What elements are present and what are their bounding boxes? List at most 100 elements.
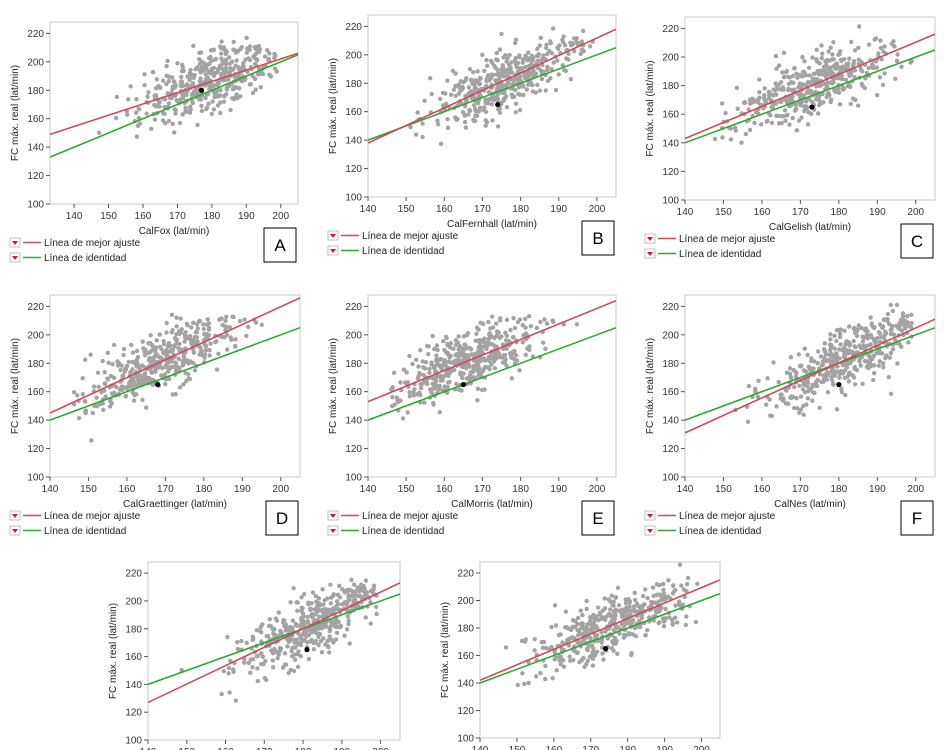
scatter-point (599, 629, 604, 635)
scatter-point (443, 362, 448, 368)
legend-dropdown-icon[interactable] (327, 245, 339, 256)
legend-dropdown-icon[interactable] (327, 510, 339, 521)
legend-dropdown-icon[interactable] (644, 248, 656, 259)
scatter-point (892, 337, 898, 343)
scatter-point (561, 664, 567, 669)
scatter-point (323, 642, 328, 647)
legend-dropdown-icon[interactable] (9, 510, 21, 521)
y-axis-label: FC máx. real (lat/min) (328, 58, 339, 154)
scatter-point (862, 328, 868, 333)
scatter-point (679, 583, 684, 588)
scatter-point (187, 70, 193, 76)
scatter-point (340, 587, 345, 592)
scatter-point (451, 367, 457, 372)
scatter-point (242, 660, 247, 665)
scatter-point (244, 50, 250, 55)
scatter-point (427, 366, 432, 372)
scatter-point (571, 48, 577, 54)
scatter-point (451, 87, 457, 93)
scatter-point (854, 333, 860, 339)
scatter-point (817, 405, 822, 411)
scatter-point (840, 370, 846, 376)
legend-dropdown-icon[interactable] (644, 233, 656, 244)
scatter-point (454, 381, 459, 387)
scatter-point (213, 339, 218, 345)
scatter-point (172, 130, 177, 135)
legend-dropdown-icon[interactable] (327, 525, 339, 536)
scatter-point (535, 53, 541, 59)
legend-dropdown-icon[interactable] (9, 237, 21, 248)
scatter-point (537, 43, 543, 48)
scatter-point (148, 341, 153, 346)
scatter-point (342, 633, 347, 638)
scatter-point (244, 640, 249, 646)
scatter-point (871, 377, 876, 383)
scatter-point (574, 322, 580, 327)
scatter-point (121, 346, 127, 352)
scatter-point (812, 359, 817, 364)
scatter-point (657, 592, 663, 597)
scatter-point (244, 333, 249, 339)
scatter-point (538, 35, 543, 41)
scatter-point (185, 371, 191, 377)
scatter-point (739, 140, 744, 145)
scatter-point (523, 325, 528, 330)
scatter-point (349, 577, 354, 583)
scatter-point (484, 78, 489, 84)
legend-dropdown-icon[interactable] (644, 525, 656, 536)
scatter-point (424, 379, 429, 384)
y-tick-label: 180 (662, 359, 679, 370)
scatter-point (595, 605, 601, 610)
scatter-point (819, 55, 824, 61)
scatter-point (809, 385, 815, 390)
scatter-point (611, 627, 617, 633)
scatter-point (755, 394, 761, 399)
scatter-area (50, 35, 298, 158)
legend-dropdown-icon[interactable] (327, 230, 339, 241)
scatter-point (361, 589, 367, 594)
scatter-point (445, 352, 451, 357)
scatter-point (894, 302, 900, 308)
scatter-point (334, 599, 340, 604)
y-tick-label: 200 (345, 330, 362, 341)
scatter-point (868, 315, 873, 320)
scatter-point (632, 590, 637, 596)
scatter-point (250, 90, 256, 96)
scatter-point (298, 642, 304, 648)
scatter-point (865, 336, 870, 341)
scatter-point (490, 118, 495, 123)
scatter-point (233, 698, 239, 703)
scatter-point (274, 618, 280, 623)
scatter-point (830, 70, 835, 75)
scatter-point (847, 348, 852, 353)
scatter-point (165, 369, 171, 374)
y-tick-label: 180 (27, 86, 44, 97)
scatter-point (521, 84, 526, 89)
scatter-point (457, 85, 462, 90)
scatter-point (601, 657, 606, 662)
scatter-point (650, 585, 656, 590)
plot-frame (479, 561, 721, 739)
scatter-point (418, 347, 423, 353)
legend-dropdown-icon[interactable] (9, 525, 21, 536)
scatter-point (199, 59, 204, 64)
legend-dropdown-icon[interactable] (644, 510, 656, 521)
x-tick-label: 160 (436, 484, 453, 495)
scatter-point (228, 107, 233, 113)
legend-dropdown-icon[interactable] (9, 252, 21, 263)
scatter-point (507, 52, 512, 58)
scatter-point (801, 93, 807, 98)
scatter-point (363, 578, 369, 583)
scatter-point (330, 606, 336, 611)
scatter-point (570, 617, 576, 623)
scatter-point (392, 402, 397, 407)
scatter-point (434, 343, 440, 348)
scatter-point (830, 52, 835, 57)
x-tick-label: 180 (619, 745, 636, 750)
scatter-point (481, 321, 486, 326)
scatter-point (784, 68, 790, 74)
scatter-point (589, 653, 594, 659)
scatter-point (189, 325, 194, 330)
scatter-point (544, 321, 550, 326)
scatter-point (888, 391, 894, 397)
